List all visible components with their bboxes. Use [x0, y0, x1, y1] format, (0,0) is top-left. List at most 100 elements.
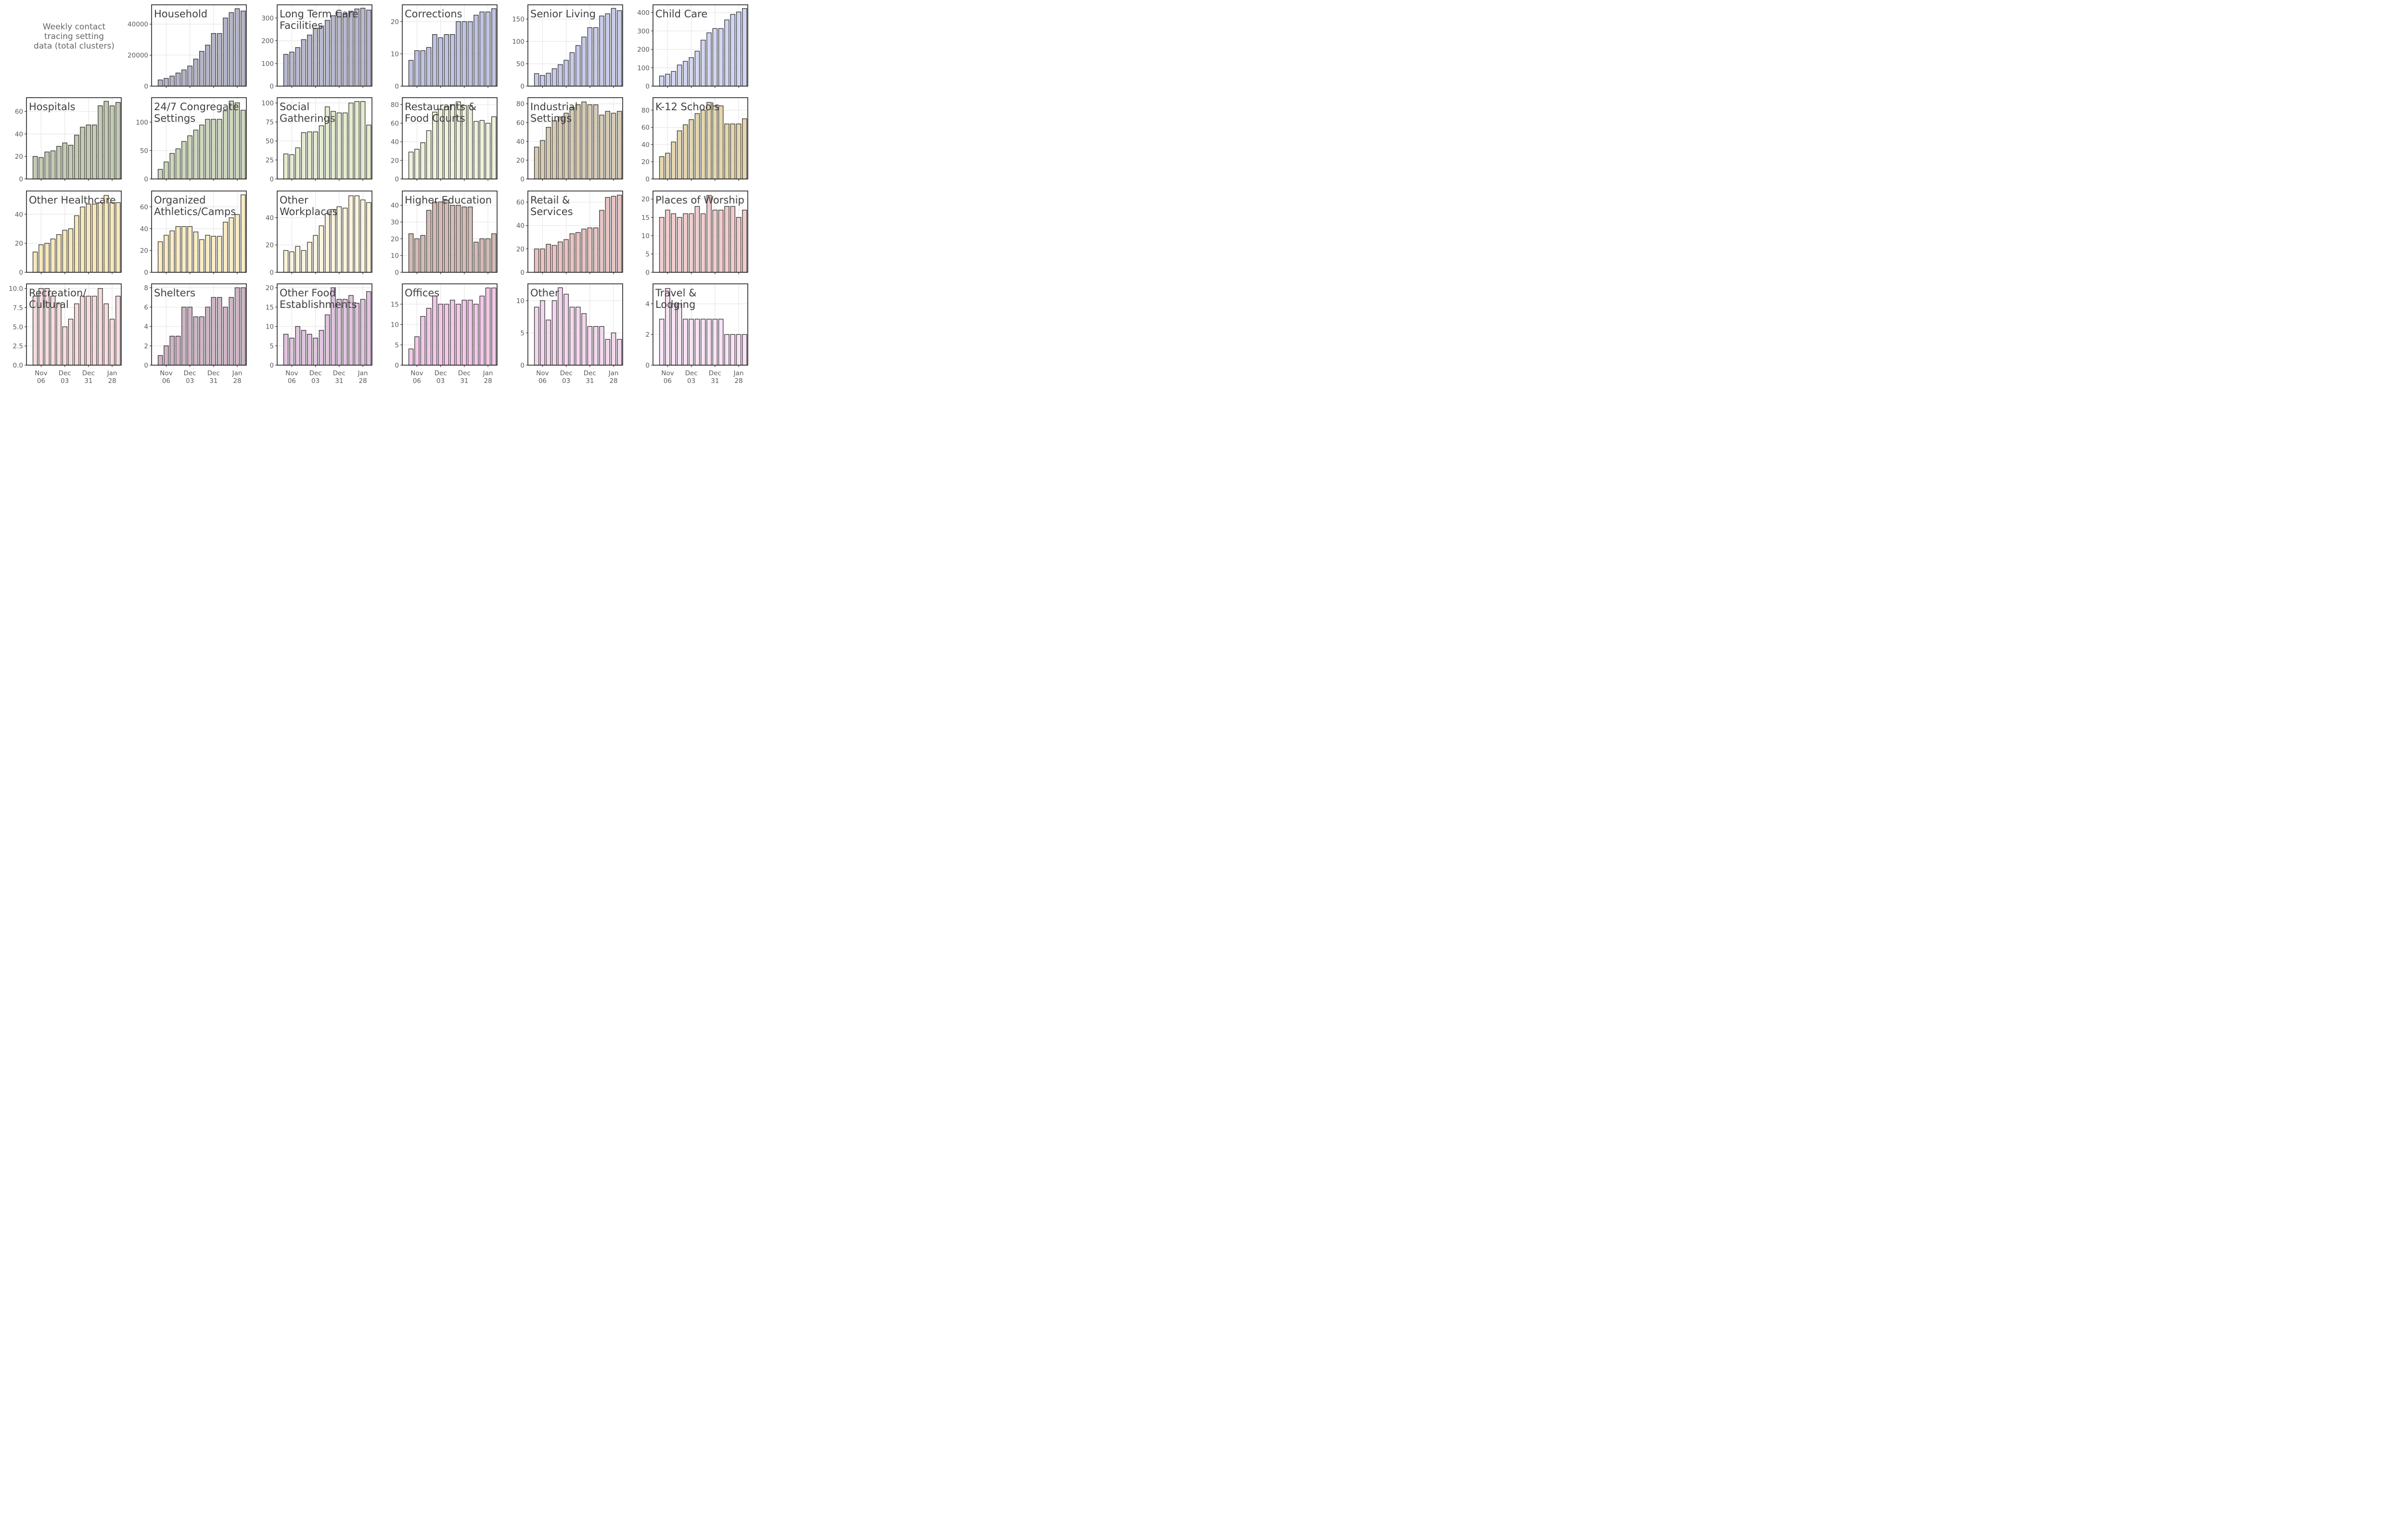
panel-frame: [653, 283, 748, 366]
x-tick-label: Dec: [685, 369, 698, 377]
bar: [342, 112, 348, 179]
bar: [426, 210, 432, 273]
bar: [74, 135, 79, 179]
bar: [62, 229, 67, 273]
bar: [199, 239, 205, 273]
bar: [438, 37, 443, 87]
bar: [193, 316, 199, 366]
bar: [354, 101, 360, 179]
panel-title: Food Courts: [405, 113, 465, 124]
bar: [563, 60, 569, 87]
y-tick-label: 40: [266, 214, 274, 222]
bar: [689, 119, 694, 179]
bar: [683, 318, 688, 366]
bar: [103, 195, 109, 273]
bar: [223, 222, 228, 273]
bar: [307, 333, 312, 366]
panel-title: Household: [154, 8, 207, 20]
bar: [558, 64, 563, 87]
y-tick-label: 10: [391, 252, 399, 260]
bar: [301, 330, 307, 366]
y-tick-label: 100: [261, 100, 274, 107]
y-tick-label: 25: [266, 157, 274, 165]
y-tick-label: 40000: [128, 21, 148, 28]
bar: [540, 140, 545, 179]
bar: [38, 157, 44, 179]
x-tick-label: Jan: [232, 369, 243, 377]
bar: [617, 339, 622, 366]
y-tick-label: 20: [266, 242, 274, 249]
bar: [157, 169, 163, 179]
bar: [659, 76, 665, 87]
bar: [718, 28, 724, 87]
panel-frame: [151, 4, 247, 87]
y-tick-label: 20: [15, 153, 23, 161]
bar: [360, 101, 366, 179]
heading-line-3: data (total clusters): [34, 41, 115, 51]
panel-frame: [277, 4, 372, 87]
y-tick-label: 0: [395, 269, 399, 277]
panel-title: Shelters: [154, 287, 195, 299]
x-tick-label: Nov: [661, 369, 674, 377]
panel-title: Establishments: [280, 299, 357, 310]
x-tick-label: 31: [460, 377, 468, 385]
bar: [414, 238, 420, 273]
y-tick-label: 0: [144, 362, 148, 369]
bar: [677, 130, 682, 179]
bar: [408, 60, 414, 87]
bar: [444, 34, 449, 87]
y-tick-label: 80: [641, 107, 650, 115]
panel-title: Travel &: [655, 287, 696, 299]
bar: [301, 39, 307, 87]
bar: [558, 116, 563, 179]
bar: [420, 235, 426, 273]
x-tick-label: Dec: [435, 369, 447, 377]
bar: [736, 12, 742, 87]
bar: [283, 333, 289, 366]
panel: 0 20 40 60 Retail &Services: [516, 191, 623, 277]
bar: [164, 235, 169, 273]
bar: [701, 110, 706, 179]
bar: [712, 318, 718, 366]
x-tick-label: 03: [311, 377, 320, 385]
bar: [354, 8, 360, 87]
panel-title: 24/7 Congregate: [154, 101, 239, 113]
bar: [217, 297, 222, 366]
bar: [706, 318, 712, 366]
bar: [491, 287, 497, 366]
panel: 0 5 10 15 20 Places of Worship: [641, 191, 748, 277]
y-tick-label: 20: [391, 18, 399, 26]
x-tick-label: Dec: [458, 369, 471, 377]
bar: [581, 229, 587, 273]
bar: [301, 250, 307, 273]
bar: [432, 295, 437, 366]
bar: [175, 148, 181, 179]
panel: 0 20 40 60 80 Restaurants &Food Courts: [391, 97, 498, 183]
bar: [354, 303, 360, 366]
bar: [229, 217, 234, 273]
bar: [665, 209, 670, 273]
bar: [474, 121, 479, 179]
bar: [474, 14, 479, 87]
panel: 0 20 40 60 80 K-12 Schools: [641, 97, 748, 183]
bar: [450, 204, 455, 273]
y-tick-label: 6: [144, 304, 148, 311]
y-tick-label: 10: [641, 232, 650, 240]
panel-title: Other: [530, 287, 559, 299]
bar: [569, 306, 575, 366]
bar: [742, 334, 747, 366]
bar: [229, 101, 234, 179]
bar: [187, 65, 192, 87]
x-tick-label: Jan: [608, 369, 619, 377]
bar: [730, 14, 736, 87]
panel-frame: [402, 191, 498, 273]
bar: [181, 69, 187, 87]
bar: [80, 295, 85, 366]
bar: [234, 214, 240, 273]
bar: [467, 206, 473, 273]
bar: [199, 51, 205, 87]
